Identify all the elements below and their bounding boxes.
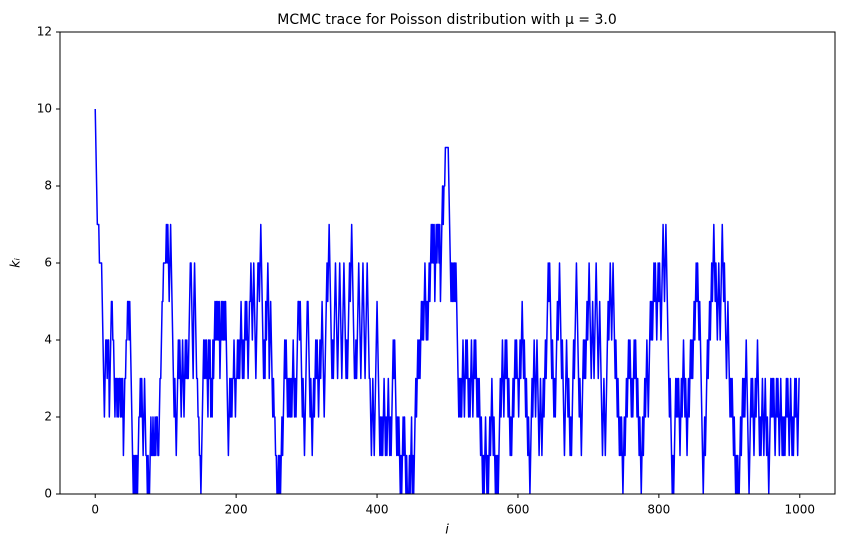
y-tick-label: 12 (37, 25, 52, 39)
x-tick-label: 0 (91, 503, 99, 517)
y-tick-label: 6 (44, 256, 52, 270)
y-tick-label: 8 (44, 179, 52, 193)
y-tick-label: 4 (44, 333, 52, 347)
x-tick-label: 800 (647, 503, 670, 517)
y-tick-label: 0 (44, 487, 52, 501)
y-axis-label: kᵢ (9, 257, 24, 268)
x-axis-label: i (445, 523, 449, 538)
chart-title: MCMC trace for Poisson distribution with… (277, 12, 617, 28)
x-tick-label: 600 (507, 503, 530, 517)
x-tick-label: 400 (366, 503, 389, 517)
y-tick-label: 2 (44, 410, 52, 424)
x-tick-label: 1000 (784, 503, 815, 517)
trace-line (94, 108, 800, 494)
plot-frame (59, 31, 836, 495)
x-tick-label: 200 (225, 503, 248, 517)
y-tick-label: 10 (37, 102, 52, 116)
